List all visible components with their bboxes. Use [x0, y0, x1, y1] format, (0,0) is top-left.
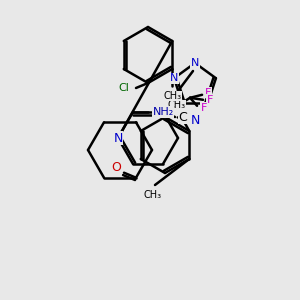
Text: CH₃: CH₃: [167, 100, 185, 110]
Text: NH₂: NH₂: [152, 107, 174, 117]
Text: C: C: [178, 110, 188, 124]
Text: N: N: [170, 73, 178, 83]
Text: F: F: [207, 95, 213, 105]
Text: O: O: [111, 161, 121, 174]
Text: N: N: [191, 58, 199, 68]
Text: CH₃: CH₃: [144, 190, 162, 200]
Text: N: N: [190, 113, 200, 127]
Text: N: N: [113, 131, 123, 145]
Text: CH₃: CH₃: [163, 91, 181, 101]
Text: F: F: [201, 103, 207, 113]
Text: Cl: Cl: [118, 83, 129, 93]
Text: F: F: [205, 88, 211, 98]
